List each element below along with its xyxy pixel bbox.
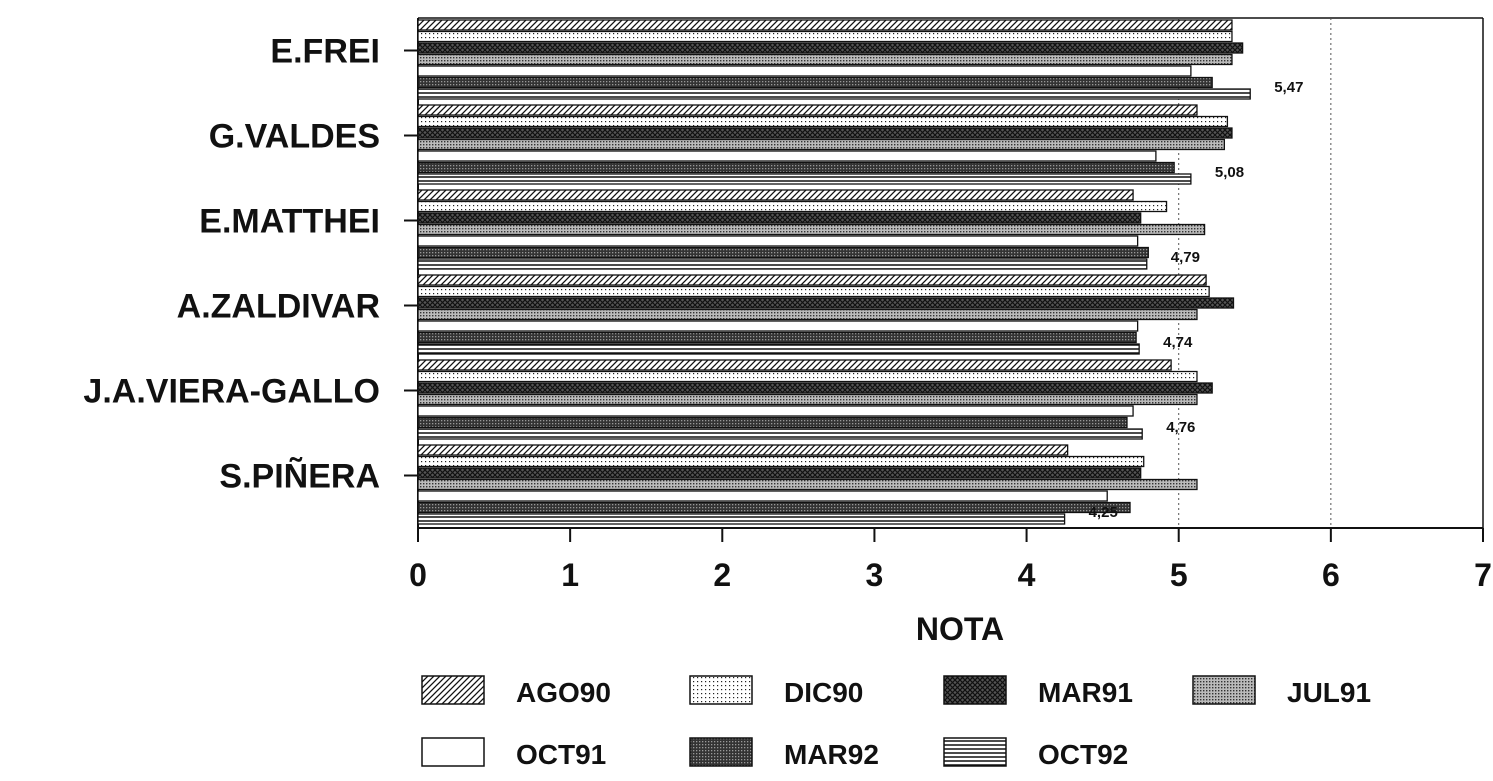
- x-tick-label-4: 4: [1018, 557, 1036, 593]
- plot-frame: [417, 17, 1484, 529]
- bar-mar92-0: [417, 76, 1213, 89]
- bar-jul91-4: [417, 393, 1198, 406]
- bar-group-1: [417, 104, 1233, 185]
- bar-oct91-0: [417, 65, 1192, 77]
- bar-ago90-2: [417, 189, 1134, 201]
- category-label-0: E.FREI: [270, 33, 380, 71]
- bar-ago90-3: [417, 274, 1207, 286]
- bar-oct91-3: [417, 320, 1139, 332]
- legend-label-dic90: DIC90: [784, 677, 863, 708]
- bar-mar91-2: [417, 212, 1142, 224]
- bar-mar91-1: [417, 127, 1233, 139]
- bar-dic90-5: [417, 455, 1145, 468]
- bar-mar92-1: [417, 161, 1175, 174]
- x-tick-label-1: 1: [561, 557, 579, 593]
- bar-oct92-2: [417, 258, 1148, 270]
- bar-ago90-1: [417, 104, 1198, 116]
- bar-group-4: [417, 359, 1213, 440]
- bar-jul91-3: [417, 308, 1198, 321]
- bar-mar92-4: [417, 416, 1128, 429]
- category-label-3: A.ZALDIVAR: [177, 288, 380, 326]
- bar-mar92-3: [417, 331, 1137, 344]
- category-label-2: E.MATTHEI: [199, 203, 380, 241]
- legend-label-mar92: MAR92: [784, 739, 879, 770]
- bar-jul91-2: [417, 223, 1206, 236]
- legend-item-oct92: OCT92: [943, 737, 1128, 770]
- legend-swatch-mar91: [943, 675, 1007, 705]
- category-label-5: S.PIÑERA: [219, 458, 380, 496]
- data-label-2: 4,79: [1171, 249, 1200, 266]
- x-axis-ticks: 0 1 2 3 4 5 6 7: [409, 528, 1492, 593]
- legend-item-mar92: MAR92: [689, 737, 879, 770]
- x-tick-label-2: 2: [713, 557, 731, 593]
- data-label-5: 4,25: [1089, 504, 1118, 521]
- legend-item-dic90: DIC90: [689, 675, 863, 708]
- bar-jul91-0: [417, 53, 1233, 66]
- bar-ago90-0: [417, 19, 1233, 31]
- x-tick-label-3: 3: [866, 557, 884, 593]
- bar-dic90-2: [417, 200, 1168, 213]
- bar-oct92-3: [417, 343, 1140, 355]
- data-label-4: 4,76: [1166, 419, 1195, 436]
- legend: AGO90 DIC90 MAR91 JUL91 OCT91 MAR92 OCT92: [421, 675, 1371, 770]
- bar-oct92-4: [417, 428, 1143, 440]
- bars: [417, 19, 1251, 525]
- legend-label-mar91: MAR91: [1038, 677, 1133, 708]
- x-tick-label-5: 5: [1170, 557, 1188, 593]
- legend-swatch-ago90: [421, 675, 485, 705]
- x-tick-label-0: 0: [409, 557, 427, 593]
- bar-dic90-0: [417, 30, 1233, 43]
- legend-label-jul91: JUL91: [1287, 677, 1371, 708]
- bar-oct92-5: [417, 513, 1066, 525]
- bar-dic90-4: [417, 370, 1198, 383]
- legend-item-ago90: AGO90: [421, 675, 611, 708]
- legend-swatch-mar92: [689, 737, 753, 767]
- bar-oct91-5: [417, 490, 1108, 502]
- x-tick-label-7: 7: [1474, 557, 1492, 593]
- bar-jul91-1: [417, 138, 1226, 151]
- legend-label-oct92: OCT92: [1038, 739, 1128, 770]
- bar-group-5: [417, 444, 1198, 525]
- legend-item-mar91: MAR91: [943, 675, 1133, 708]
- gridlines: [1178, 18, 1332, 528]
- legend-label-oct91: OCT91: [516, 739, 606, 770]
- data-label-1: 5,08: [1215, 164, 1244, 181]
- bar-mar91-0: [417, 42, 1244, 54]
- bar-oct92-1: [417, 173, 1192, 185]
- bar-oct92-0: [417, 88, 1251, 100]
- bar-dic90-1: [417, 115, 1229, 128]
- legend-swatch-jul91: [1192, 675, 1256, 705]
- data-labels: 5,47 5,08 4,79 4,74 4,76 4,25: [1089, 79, 1304, 521]
- bar-mar91-4: [417, 382, 1213, 394]
- category-label-4: J.A.VIERA-GALLO: [83, 373, 380, 411]
- bar-oct91-4: [417, 405, 1134, 417]
- x-tick-label-6: 6: [1322, 557, 1340, 593]
- bar-mar91-5: [417, 467, 1142, 479]
- bar-oct91-2: [417, 235, 1139, 247]
- bar-mar92-5: [417, 501, 1131, 514]
- category-labels: E.FREI G.VALDES E.MATTHEI A.ZALDIVAR J.A.VIE…: [83, 33, 418, 496]
- legend-label-ago90: AGO90: [516, 677, 611, 708]
- legend-swatch-oct92: [943, 737, 1007, 767]
- bar-dic90-3: [417, 285, 1210, 298]
- bar-mar91-3: [417, 297, 1235, 309]
- category-label-1: G.VALDES: [209, 118, 380, 156]
- legend-swatch-oct91: [421, 737, 485, 767]
- legend-item-oct91: OCT91: [421, 737, 606, 770]
- data-label-0: 5,47: [1274, 79, 1303, 96]
- bar-group-2: [417, 189, 1206, 270]
- bar-jul91-5: [417, 478, 1198, 491]
- data-label-3: 4,74: [1163, 334, 1193, 351]
- bar-oct91-1: [417, 150, 1157, 162]
- bar-group-3: [417, 274, 1235, 355]
- legend-swatch-dic90: [689, 675, 753, 705]
- x-axis-title: NOTA: [916, 611, 1004, 647]
- bar-ago90-4: [417, 359, 1172, 371]
- bar-group-0: [417, 19, 1251, 100]
- bar-ago90-5: [417, 444, 1069, 456]
- bar-mar92-2: [417, 246, 1149, 259]
- legend-item-jul91: JUL91: [1192, 675, 1371, 708]
